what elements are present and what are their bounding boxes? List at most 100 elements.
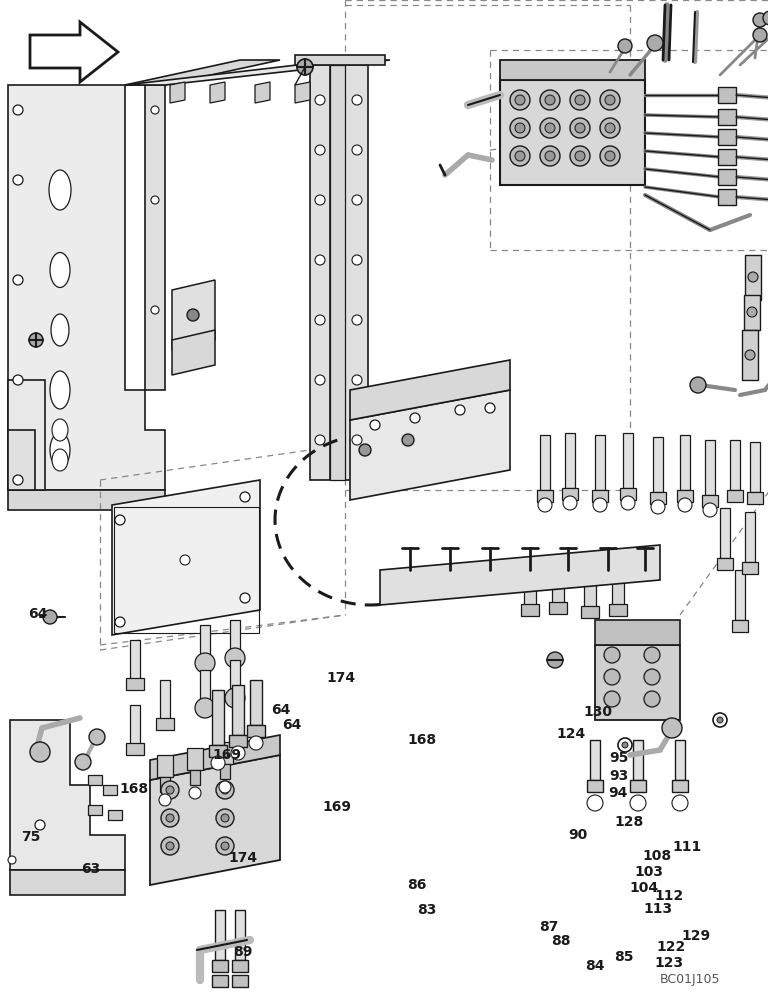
Text: 108: 108: [642, 849, 671, 863]
Bar: [160, 777, 170, 792]
Bar: [232, 975, 248, 987]
Circle shape: [151, 306, 159, 314]
Circle shape: [297, 59, 313, 75]
Circle shape: [587, 795, 603, 811]
Bar: [718, 129, 736, 145]
Text: 111: 111: [672, 840, 701, 854]
Circle shape: [151, 196, 159, 204]
Circle shape: [115, 617, 125, 627]
Circle shape: [89, 729, 105, 745]
Circle shape: [600, 146, 620, 166]
Circle shape: [161, 781, 179, 799]
Circle shape: [630, 795, 646, 811]
Bar: [521, 604, 539, 616]
Ellipse shape: [50, 432, 70, 468]
Text: 130: 130: [584, 705, 613, 719]
Text: 84: 84: [585, 959, 604, 973]
Bar: [549, 602, 567, 614]
Circle shape: [352, 145, 362, 155]
Circle shape: [538, 498, 552, 512]
Circle shape: [240, 593, 250, 603]
Circle shape: [410, 413, 420, 423]
Circle shape: [600, 90, 620, 110]
Text: 63: 63: [81, 862, 101, 876]
Circle shape: [166, 842, 174, 850]
Circle shape: [570, 146, 590, 166]
Circle shape: [216, 781, 234, 799]
Polygon shape: [8, 490, 165, 510]
Circle shape: [43, 610, 57, 624]
Circle shape: [515, 123, 525, 133]
Polygon shape: [8, 380, 45, 490]
Polygon shape: [310, 65, 330, 480]
Polygon shape: [125, 60, 390, 85]
Circle shape: [570, 90, 590, 110]
Bar: [88, 775, 102, 785]
Circle shape: [359, 444, 371, 456]
Bar: [732, 620, 748, 632]
Circle shape: [115, 515, 125, 525]
Circle shape: [315, 315, 325, 325]
Circle shape: [753, 13, 767, 27]
Circle shape: [644, 647, 660, 663]
Bar: [200, 670, 210, 705]
Polygon shape: [255, 82, 270, 103]
Bar: [612, 560, 624, 605]
Polygon shape: [210, 82, 225, 103]
Text: 87: 87: [539, 920, 558, 934]
Circle shape: [647, 35, 663, 51]
Bar: [735, 570, 745, 620]
Circle shape: [563, 496, 577, 510]
Circle shape: [216, 837, 234, 855]
Circle shape: [545, 95, 555, 105]
Bar: [633, 740, 643, 780]
Bar: [232, 960, 248, 972]
Polygon shape: [10, 720, 125, 870]
Ellipse shape: [51, 314, 69, 346]
Text: 64: 64: [282, 718, 301, 732]
Bar: [595, 435, 605, 490]
Polygon shape: [595, 645, 680, 720]
Bar: [130, 640, 140, 680]
Polygon shape: [330, 65, 345, 480]
Polygon shape: [112, 480, 260, 635]
Circle shape: [352, 255, 362, 265]
Text: 169: 169: [212, 748, 241, 762]
Text: 124: 124: [557, 727, 586, 741]
Bar: [229, 735, 247, 747]
Bar: [675, 740, 685, 780]
Bar: [114, 507, 259, 633]
Circle shape: [622, 742, 628, 748]
Circle shape: [221, 842, 229, 850]
Bar: [215, 910, 225, 960]
Circle shape: [605, 151, 615, 161]
Bar: [200, 625, 210, 660]
Polygon shape: [500, 60, 645, 80]
Bar: [718, 169, 736, 185]
Bar: [718, 109, 736, 125]
Circle shape: [644, 669, 660, 685]
Bar: [718, 189, 736, 205]
Circle shape: [455, 405, 465, 415]
Bar: [653, 437, 663, 492]
Text: 64: 64: [271, 703, 290, 717]
Circle shape: [161, 837, 179, 855]
Circle shape: [510, 90, 530, 110]
Bar: [160, 680, 170, 720]
Bar: [587, 780, 603, 792]
Bar: [230, 660, 240, 695]
Text: 94: 94: [608, 786, 627, 800]
Text: 123: 123: [654, 956, 684, 970]
Bar: [620, 488, 636, 500]
Polygon shape: [172, 330, 215, 375]
Bar: [540, 435, 550, 490]
Circle shape: [29, 333, 43, 347]
Bar: [581, 606, 599, 618]
Circle shape: [604, 647, 620, 663]
Circle shape: [545, 151, 555, 161]
Bar: [702, 495, 718, 507]
Circle shape: [315, 435, 325, 445]
Bar: [537, 490, 553, 502]
Circle shape: [370, 420, 380, 430]
Polygon shape: [380, 545, 660, 605]
